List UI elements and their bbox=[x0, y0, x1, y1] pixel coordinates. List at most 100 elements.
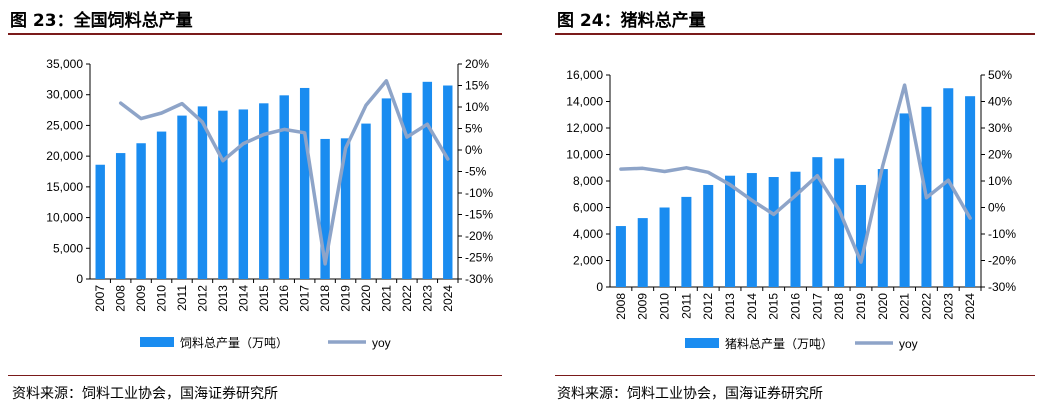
y-tick-label: 6,000 bbox=[573, 201, 603, 215]
x-tick-label: 2014 bbox=[236, 285, 250, 312]
y-tick-label: 10,000 bbox=[566, 148, 603, 162]
y-tick-label: 2,000 bbox=[573, 254, 603, 268]
bar bbox=[834, 158, 845, 287]
x-tick-label: 2022 bbox=[400, 285, 414, 312]
y-tick-label: 0 bbox=[596, 280, 603, 294]
x-tick-label: 2021 bbox=[379, 285, 393, 312]
x-tick-label: 2010 bbox=[658, 293, 672, 320]
x-tick-label: 2008 bbox=[114, 285, 128, 312]
left-figure-title: 图 23：全国饲料总产量 bbox=[10, 11, 193, 31]
bar bbox=[443, 85, 453, 279]
y-tick-label: 25,000 bbox=[46, 118, 83, 132]
right-title-rule bbox=[555, 33, 1035, 35]
x-tick-label: 2024 bbox=[963, 293, 977, 320]
y2-tick-label: -5% bbox=[465, 165, 487, 179]
bar bbox=[381, 98, 392, 280]
right-chart: 0 2,000 4,000 6,000 8,000 10,000 12,000 14,000 1… bbox=[540, 40, 1040, 370]
bar bbox=[965, 96, 976, 287]
yoy-line bbox=[619, 83, 972, 264]
y2-tick-label: 10% bbox=[465, 100, 489, 114]
x-tick-label: 2021 bbox=[898, 293, 912, 320]
y2-tick-label: -20% bbox=[988, 254, 1016, 268]
bar bbox=[855, 184, 866, 287]
bar bbox=[703, 184, 714, 287]
x-tick-label: 2019 bbox=[339, 285, 353, 312]
x-tick-label: 2014 bbox=[745, 293, 759, 320]
y-tick-label: 12,000 bbox=[566, 121, 603, 135]
x-tick-label: 2010 bbox=[155, 285, 169, 312]
bar bbox=[812, 157, 823, 287]
left-title-rule bbox=[8, 33, 502, 35]
y-tick-label: 14,000 bbox=[566, 95, 603, 109]
x-tick-label: 2008 bbox=[614, 293, 628, 320]
bar bbox=[681, 196, 692, 287]
y-tick-label: 15,000 bbox=[46, 180, 83, 194]
y2-tick-label: -25% bbox=[465, 251, 493, 265]
y2-tick-label: -30% bbox=[988, 280, 1016, 294]
right-source-rule bbox=[555, 375, 1035, 376]
x-tick-label: 2020 bbox=[359, 285, 373, 312]
x-tick-label: 2018 bbox=[318, 285, 332, 312]
bar bbox=[768, 177, 779, 287]
bar bbox=[615, 226, 626, 287]
left-source: 资料来源：饲料工业协会，国海证券研究所 bbox=[12, 386, 278, 402]
x-tick-label: 2017 bbox=[810, 293, 824, 320]
right-source: 资料来源：饲料工业协会，国海证券研究所 bbox=[557, 386, 823, 402]
x-tick-label: 2016 bbox=[789, 293, 803, 320]
y2-tick-label: -20% bbox=[465, 229, 493, 243]
x-tick-label: 2011 bbox=[175, 285, 189, 311]
x-tick-label: 2011 bbox=[679, 293, 693, 319]
y-tick-label: 0 bbox=[76, 272, 83, 286]
left-chart-svg: 0 5,000 10,000 15,000 20,000 25,000 30,000 35,0… bbox=[46, 57, 493, 350]
bar bbox=[422, 81, 433, 279]
x-tick-label: 2009 bbox=[636, 293, 650, 320]
legend: 猪料总产量（万吨） yoy bbox=[685, 337, 918, 351]
bar bbox=[177, 115, 187, 279]
bar bbox=[259, 103, 269, 279]
x-tick-label: 2015 bbox=[257, 285, 271, 312]
legend-bar-label: 饲料总产量（万吨） bbox=[180, 336, 288, 350]
y2-tick-label: -10% bbox=[988, 227, 1016, 241]
y2-tick-label: 50% bbox=[988, 68, 1012, 82]
y-tick-label: 20,000 bbox=[46, 149, 83, 163]
y2-tick-label: 5% bbox=[465, 122, 483, 136]
left-source-rule bbox=[8, 375, 502, 376]
bar bbox=[218, 110, 228, 279]
y-tick-label: 5,000 bbox=[53, 241, 83, 255]
legend-bar-swatch bbox=[140, 337, 174, 347]
legend-line-label: yoy bbox=[899, 337, 918, 351]
bar bbox=[238, 109, 249, 279]
y-tick-label: 10,000 bbox=[46, 211, 83, 225]
bar bbox=[156, 131, 167, 279]
bar bbox=[790, 171, 801, 287]
x-tick-label: 2016 bbox=[277, 285, 291, 312]
bar bbox=[659, 207, 670, 287]
bar bbox=[637, 218, 648, 287]
bar bbox=[95, 164, 105, 279]
y2-tick-label: 0% bbox=[988, 201, 1006, 215]
y2-tick-label: 30% bbox=[988, 121, 1012, 135]
right-figure-title: 图 24：猪料总产量 bbox=[557, 11, 706, 31]
x-tick-label: 2023 bbox=[941, 293, 955, 320]
y-tick-label: 16,000 bbox=[566, 68, 603, 82]
x-tick-label: 2009 bbox=[134, 285, 148, 312]
legend-bar-label: 猪料总产量（万吨） bbox=[725, 337, 833, 351]
left-chart: 0 5,000 10,000 15,000 20,000 25,000 30,000 35,0… bbox=[8, 40, 508, 370]
bar bbox=[361, 123, 371, 279]
right-chart-svg: 0 2,000 4,000 6,000 8,000 10,000 12,000 14,000 1… bbox=[566, 68, 1016, 351]
x-tick-label: 2022 bbox=[919, 293, 933, 320]
bar bbox=[899, 113, 910, 287]
bar bbox=[877, 169, 888, 287]
y2-tick-label: -30% bbox=[465, 272, 493, 286]
bar bbox=[725, 175, 736, 287]
y2-tick-label: -15% bbox=[465, 208, 493, 222]
y2-tick-label: 20% bbox=[988, 148, 1012, 162]
x-tick-label: 2018 bbox=[832, 293, 846, 320]
legend-bar-swatch bbox=[685, 338, 719, 348]
bar bbox=[340, 138, 351, 279]
y2-tick-label: -10% bbox=[465, 186, 493, 200]
y2-tick-label: 20% bbox=[465, 57, 489, 71]
y2-tick-label: 15% bbox=[465, 79, 489, 93]
y2-tick-label: 10% bbox=[988, 174, 1012, 188]
bar bbox=[136, 143, 146, 279]
